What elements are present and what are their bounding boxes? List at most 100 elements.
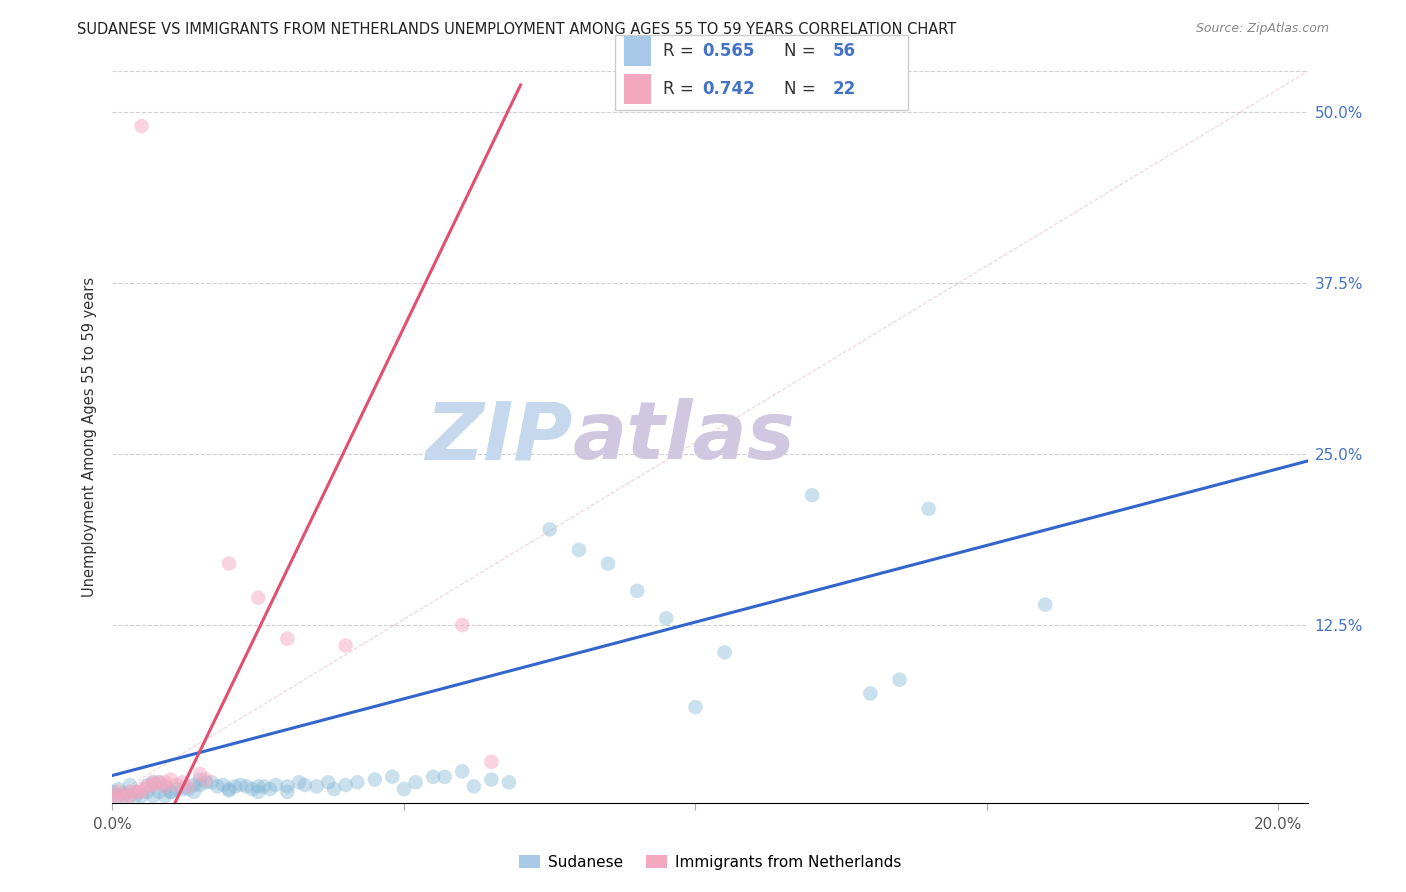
Point — [107, 789, 129, 803]
Point — [172, 775, 194, 789]
Point — [142, 775, 165, 789]
FancyBboxPatch shape — [624, 37, 651, 66]
Point — [142, 778, 165, 792]
Point — [498, 775, 520, 789]
Point — [481, 755, 503, 769]
Point — [107, 785, 129, 799]
Point — [451, 618, 474, 632]
Point — [463, 780, 485, 794]
Point — [247, 780, 270, 794]
Text: SUDANESE VS IMMIGRANTS FROM NETHERLANDS UNEMPLOYMENT AMONG AGES 55 TO 59 YEARS C: SUDANESE VS IMMIGRANTS FROM NETHERLANDS … — [77, 22, 956, 37]
Point — [112, 789, 135, 803]
Point — [183, 778, 205, 792]
Point — [212, 778, 235, 792]
Point — [335, 778, 357, 792]
Point — [801, 488, 824, 502]
Point — [538, 522, 561, 536]
Point — [153, 775, 176, 789]
Point — [118, 785, 141, 799]
Point — [125, 789, 148, 803]
Point — [153, 780, 176, 794]
Text: N =: N = — [785, 79, 821, 98]
Point — [142, 775, 165, 789]
Point — [422, 770, 444, 784]
Point — [218, 783, 240, 797]
Point — [335, 639, 357, 653]
Point — [188, 772, 211, 787]
Point — [276, 785, 298, 799]
Point — [889, 673, 911, 687]
Point — [713, 645, 735, 659]
Point — [159, 785, 181, 799]
Point — [131, 785, 153, 799]
Point — [247, 785, 270, 799]
FancyBboxPatch shape — [614, 36, 908, 110]
Point — [131, 782, 153, 797]
Text: atlas: atlas — [572, 398, 796, 476]
Point — [392, 782, 415, 797]
Point — [207, 780, 229, 794]
Text: 0.742: 0.742 — [703, 79, 755, 98]
Point — [177, 782, 200, 797]
Point — [118, 789, 141, 803]
Point — [107, 789, 129, 803]
Point — [305, 780, 328, 794]
Point — [188, 767, 211, 781]
Point — [596, 557, 619, 571]
Point — [136, 785, 159, 799]
Point — [405, 775, 427, 789]
Point — [194, 775, 217, 789]
Point — [433, 770, 456, 784]
Point — [166, 782, 188, 797]
Text: ZIP: ZIP — [425, 398, 572, 476]
Text: N =: N = — [785, 42, 821, 60]
Point — [264, 778, 287, 792]
Text: 22: 22 — [832, 79, 855, 98]
Point — [859, 686, 882, 700]
Point — [188, 778, 211, 792]
Point — [568, 542, 591, 557]
Y-axis label: Unemployment Among Ages 55 to 59 years: Unemployment Among Ages 55 to 59 years — [82, 277, 97, 597]
Point — [159, 785, 181, 799]
Point — [183, 785, 205, 799]
Point — [177, 780, 200, 794]
Point — [381, 770, 404, 784]
Point — [166, 778, 188, 792]
Point — [235, 780, 257, 794]
Point — [107, 782, 129, 797]
Text: Source: ZipAtlas.com: Source: ZipAtlas.com — [1195, 22, 1329, 36]
Point — [276, 780, 298, 794]
Point — [685, 700, 707, 714]
Point — [125, 785, 148, 799]
Point — [276, 632, 298, 646]
Legend: Sudanese, Immigrants from Netherlands: Sudanese, Immigrants from Netherlands — [513, 848, 907, 876]
Point — [247, 591, 270, 605]
Point — [229, 778, 252, 792]
Point — [1033, 598, 1056, 612]
Point — [481, 772, 503, 787]
Point — [200, 775, 222, 789]
Point — [153, 789, 176, 803]
Point — [242, 782, 264, 797]
Point — [917, 501, 939, 516]
Point — [131, 789, 153, 803]
Point — [364, 772, 387, 787]
Point — [259, 782, 281, 797]
Point — [131, 119, 153, 133]
Text: R =: R = — [664, 42, 699, 60]
Point — [101, 789, 124, 803]
Point — [118, 789, 141, 803]
Point — [224, 780, 246, 794]
Point — [136, 780, 159, 794]
Point — [148, 775, 170, 789]
Text: 0.565: 0.565 — [703, 42, 755, 60]
Point — [125, 785, 148, 799]
Point — [451, 764, 474, 779]
Point — [346, 775, 368, 789]
FancyBboxPatch shape — [624, 74, 651, 103]
Point — [172, 782, 194, 797]
Point — [288, 775, 311, 789]
Point — [112, 786, 135, 800]
Point — [626, 583, 648, 598]
Point — [218, 557, 240, 571]
